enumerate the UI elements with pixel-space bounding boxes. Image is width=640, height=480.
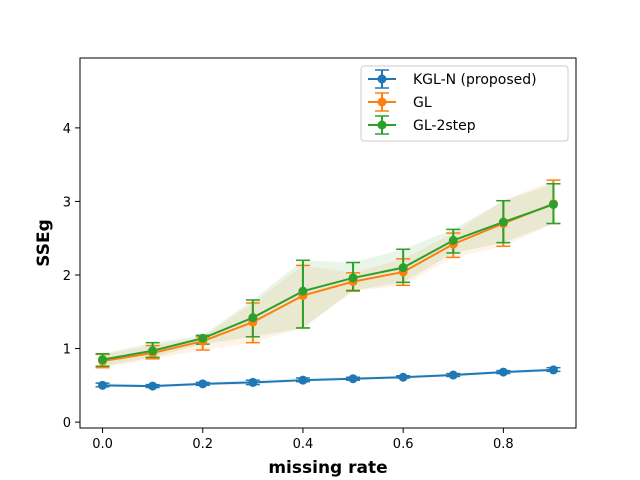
data-point-series-2 (248, 313, 258, 323)
data-point-series-0 (448, 370, 458, 380)
legend-frame (360, 65, 569, 142)
y-tick-label: 0 (63, 416, 71, 431)
y-axis-label: SSEg (34, 219, 54, 267)
data-point-series-2 (198, 333, 208, 343)
y-tick-label: 1 (63, 343, 71, 358)
line-series-0 (102, 368, 554, 388)
data-point-series-0 (248, 377, 258, 387)
data-point-series-0 (548, 365, 558, 375)
x-tick-label: 0.8 (493, 437, 514, 452)
data-point-series-0 (398, 372, 408, 382)
y-tick-label: 3 (63, 195, 71, 210)
data-point-series-0 (498, 367, 508, 377)
legend-label-series-2: GL-2step (413, 118, 476, 134)
plot-area (79, 57, 577, 429)
x-tick-label: 0.4 (293, 437, 314, 452)
legend-marker-series-2 (377, 120, 387, 130)
legend-marker-series-0 (377, 74, 387, 84)
data-point-series-2 (298, 286, 308, 296)
data-point-series-2 (448, 235, 458, 245)
error-band-series-1 (102, 180, 554, 368)
x-tick-label: 0.2 (192, 437, 213, 452)
data-point-series-2 (548, 199, 558, 209)
legend-label-series-1: GL (413, 95, 432, 111)
data-point-series-2 (98, 355, 108, 365)
y-axis-ticks: 0 1 2 3 4 (63, 122, 80, 431)
data-point-series-0 (348, 374, 358, 384)
x-axis-label: missing rate (268, 458, 387, 478)
data-point-series-0 (298, 375, 308, 385)
legend-marker-series-1 (377, 97, 387, 107)
x-tick-label: 0.6 (393, 437, 414, 452)
y-tick-label: 4 (63, 122, 71, 137)
data-point-series-0 (148, 381, 158, 391)
data-point-series-0 (198, 379, 208, 389)
data-point-series-2 (398, 263, 408, 273)
data-point-series-2 (498, 217, 508, 227)
legend-label-series-0: KGL-N (proposed) (413, 72, 537, 88)
legend: KGL-N (proposed) GL GL-2step (360, 65, 569, 142)
data-point-series-2 (148, 346, 158, 356)
error-band-series-2 (102, 183, 554, 367)
data-point-series-2 (348, 273, 358, 283)
series-lines (102, 202, 554, 388)
series-markers (98, 199, 558, 391)
line-series-2 (102, 203, 554, 361)
x-axis-ticks: 0.0 0.2 0.4 0.6 0.8 (92, 428, 514, 452)
y-tick-label: 2 (63, 269, 71, 284)
line-series-1 (102, 202, 554, 363)
data-point-series-0 (98, 380, 108, 390)
x-tick-label: 0.0 (92, 437, 113, 452)
